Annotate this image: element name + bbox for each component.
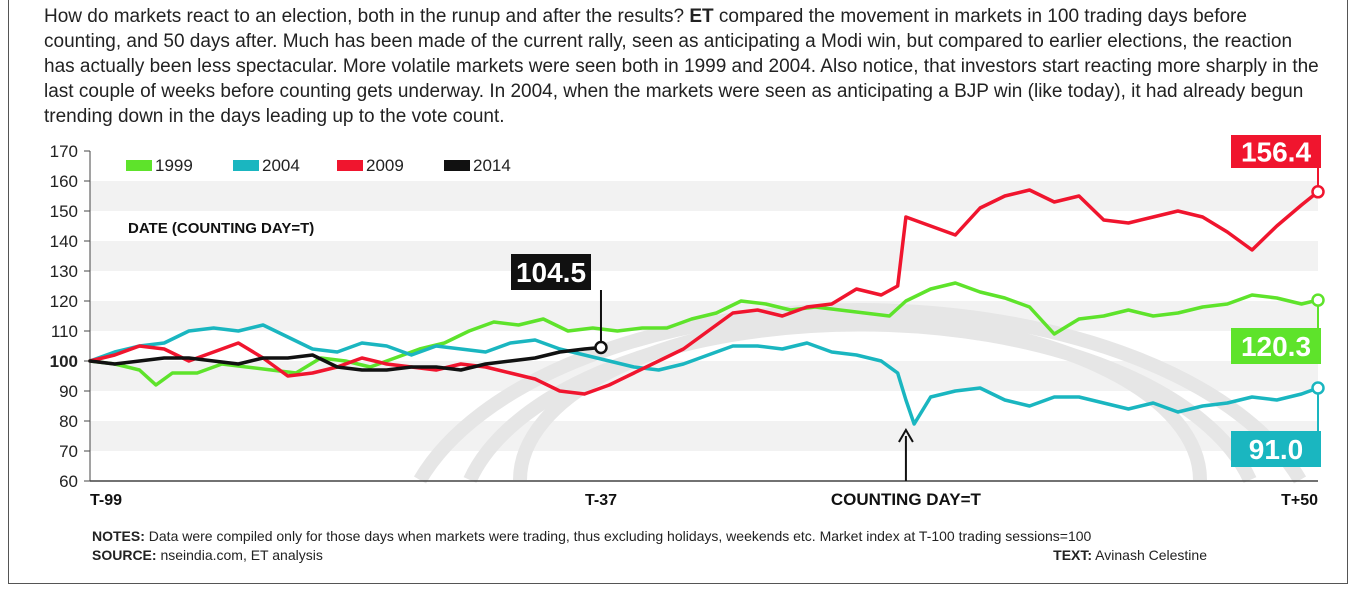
- y-tick-label: 70: [59, 442, 78, 461]
- end-label-2014: 104.5: [511, 254, 608, 355]
- x-tick-label: T+50: [1281, 492, 1318, 509]
- y-tick-label: 80: [59, 412, 78, 431]
- legend-swatch-2014: [444, 160, 470, 171]
- end-label-value: 104.5: [516, 257, 586, 288]
- intro-after-et: compared the movement in markets in 100 …: [44, 6, 1319, 127]
- notes-label: NOTES:: [92, 528, 145, 544]
- y-tick-label: 110: [51, 322, 78, 341]
- intro-et: ET: [689, 6, 714, 27]
- y-tick-label: 150: [50, 202, 78, 221]
- y-axis: 60 70 80 90 100 110 120 130 140 150 160 170: [50, 142, 1318, 491]
- series-line-2009: [88, 188, 1320, 396]
- end-point-marker-2004: [1311, 381, 1325, 395]
- legend-label-2004: 2004: [262, 156, 300, 175]
- end-point-marker-1999: [1311, 293, 1325, 307]
- source-text: nseindia.com, ET analysis: [156, 547, 323, 563]
- text-credit-label: TEXT:: [1053, 547, 1093, 563]
- end-label-1999: 120.3: [1231, 293, 1325, 364]
- legend-swatch-2004: [233, 160, 259, 171]
- intro-before-et: How do markets react to an election, bot…: [44, 6, 690, 27]
- notes-text: Data were compiled only for those days w…: [144, 528, 1092, 544]
- x-tick-label: T-37: [585, 492, 617, 509]
- background-band: [90, 421, 1318, 451]
- notes-block: NOTES: Data were compiled only for those…: [92, 527, 1091, 565]
- source-label: SOURCE:: [92, 547, 157, 563]
- end-label-2004: 91.0: [1231, 381, 1325, 467]
- legend: 1999 2004 2009 2014: [126, 156, 511, 175]
- end-label-box: [1231, 431, 1321, 467]
- y-tick-label: 140: [50, 232, 78, 251]
- series-line-2014: [88, 345, 603, 372]
- end-label-box: [1231, 135, 1321, 168]
- end-label-2009: 156.4: [1231, 135, 1325, 199]
- y-tick-label: 130: [50, 262, 78, 281]
- y-tick-label: 90: [59, 382, 78, 401]
- end-point-marker-2014: [594, 340, 608, 355]
- intro-text: How do markets react to an election, bot…: [44, 4, 1324, 129]
- end-point-marker-2009: [1311, 185, 1325, 199]
- background-band: [90, 181, 1318, 211]
- legend-label-2014: 2014: [473, 156, 511, 175]
- watermark-arc: [413, 302, 1307, 484]
- end-label-box: [511, 254, 591, 290]
- legend-label-2009: 2009: [366, 156, 404, 175]
- series-line-2004: [88, 323, 1320, 426]
- chart-frame: [8, 0, 1348, 584]
- y-tick-label: 160: [50, 172, 78, 191]
- legend-label-1999: 1999: [155, 156, 193, 175]
- counting-day-label: COUNTING DAY=T: [831, 490, 982, 509]
- x-axis-title: DATE (COUNTING DAY=T): [128, 220, 314, 237]
- x-tick-label: T-99: [90, 492, 122, 509]
- notes-line: NOTES: Data were compiled only for those…: [92, 527, 1091, 546]
- background-bands: [90, 181, 1318, 451]
- end-label-value: 120.3: [1241, 331, 1311, 362]
- legend-swatch-2009: [337, 160, 363, 171]
- credit-line: TEXT: Avinash Celestine: [1053, 546, 1207, 565]
- end-label-value: 91.0: [1249, 434, 1304, 465]
- y-tick-label: 100: [50, 352, 78, 371]
- legend-swatch-1999: [126, 160, 152, 171]
- end-label-value: 156.4: [1241, 137, 1311, 168]
- background-band: [90, 241, 1318, 271]
- counting-day-arrow-head: [898, 428, 914, 443]
- end-label-box: [1231, 328, 1321, 364]
- source-line: SOURCE: nseindia.com, ET analysis: [92, 546, 1091, 565]
- text-credit-name: Avinash Celestine: [1092, 547, 1207, 563]
- y-tick-label: 60: [59, 472, 78, 491]
- y-tick-label: 170: [50, 142, 78, 161]
- y-tick-label: 120: [50, 292, 78, 311]
- watermark: [413, 302, 1307, 484]
